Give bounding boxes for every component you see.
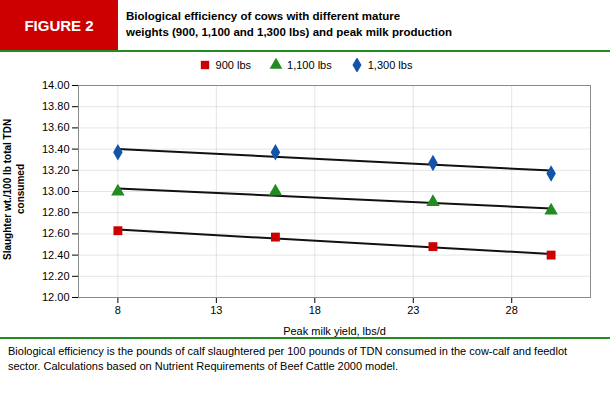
svg-text:12.60: 12.60 <box>42 227 70 239</box>
svg-text:13.40: 13.40 <box>42 143 70 155</box>
svg-text:14.00: 14.00 <box>42 79 70 91</box>
svg-text:13.80: 13.80 <box>42 100 70 112</box>
html-text:Slaughter wt./100 lb total TDN: Slaughter wt./100 lb total TDN consumed <box>2 118 26 260</box>
svg-text:13.60: 13.60 <box>42 121 70 133</box>
svg-text:Peak milk yield, lbs/d: Peak milk yield, lbs/d <box>283 325 386 337</box>
svg-text:28: 28 <box>506 304 518 316</box>
svg-text:13: 13 <box>210 304 222 316</box>
html-text:Biological efficiency of cows: Biological efficiency of cows with diffe… <box>126 10 452 38</box>
html-text:1,300 lbs: 1,300 lbs <box>367 59 413 71</box>
svg-text:18: 18 <box>309 304 321 316</box>
svg-text:12.40: 12.40 <box>42 249 70 261</box>
svg-text:12.20: 12.20 <box>42 270 70 282</box>
html-text:FIGURE 2: FIGURE 2 <box>24 16 94 34</box>
svg-text:23: 23 <box>407 304 419 316</box>
html-text:1,100 lbs: 1,100 lbs <box>287 59 332 71</box>
svg-text:12.80: 12.80 <box>42 206 70 218</box>
svg-text:13.00: 13.00 <box>42 185 70 197</box>
html-text:Biological efficiency is the p: Biological efficiency is the pounds of c… <box>8 345 568 373</box>
svg-text:13.20: 13.20 <box>42 164 70 176</box>
svg-text:12.00: 12.00 <box>42 291 70 303</box>
svg-text:8: 8 <box>115 304 121 316</box>
html-text:900 lbs: 900 lbs <box>215 59 252 71</box>
